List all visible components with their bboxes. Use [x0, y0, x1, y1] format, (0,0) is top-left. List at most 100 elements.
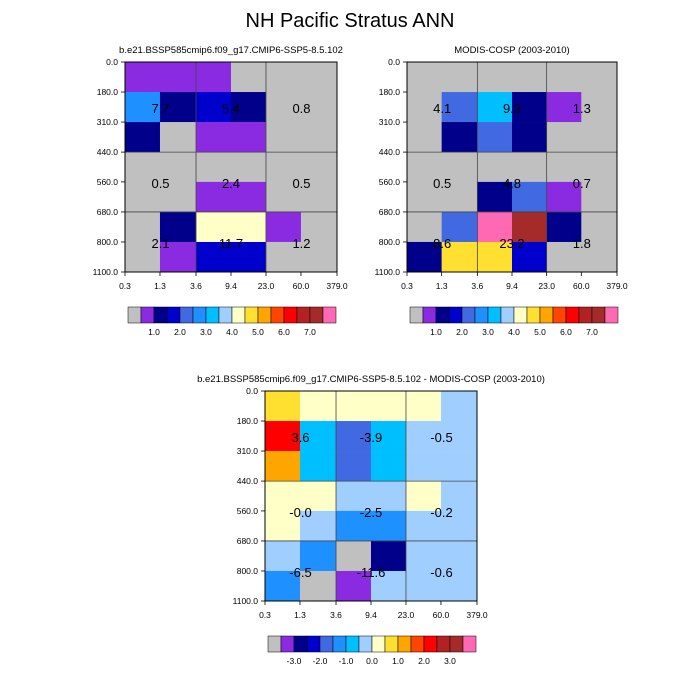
colorbar-label: 6.0 [560, 327, 572, 337]
heatmap-cell [159, 211, 197, 243]
colorbar-swatch [591, 306, 606, 324]
heatmap-cell [299, 540, 337, 572]
colorbar-swatch [422, 306, 437, 324]
colorbar-label: 2.0 [174, 327, 186, 337]
heatmap-cell [512, 241, 547, 273]
heatmap-cell [265, 540, 301, 572]
heatmap-cell [265, 211, 302, 243]
heatmap-cell [196, 241, 232, 273]
cell-value-label: 1.2 [292, 236, 310, 251]
heatmap-cell [125, 241, 161, 273]
heatmap-cell [477, 241, 513, 273]
heatmap-cell [265, 62, 302, 93]
cell-value-label: 2.1 [151, 236, 169, 251]
colorbar-label: 0.0 [366, 656, 378, 666]
heatmap-cell [196, 122, 232, 153]
heatmap-cell [125, 62, 161, 93]
colorbar-swatch [267, 635, 282, 653]
cell-value-label: 1.3 [573, 101, 591, 116]
x-tick-label: 23.0 [538, 281, 555, 291]
heatmap-cell [265, 152, 302, 183]
heatmap-cell [405, 510, 442, 542]
cell-value-label: 0.5 [292, 176, 310, 191]
colorbar-swatch [526, 306, 541, 324]
y-tick-label: 800.0 [237, 566, 259, 576]
heatmap-cell [477, 211, 513, 243]
heatmap-cell [231, 211, 267, 243]
heatmap-cell [231, 152, 267, 183]
x-tick-label: 3.6 [330, 610, 342, 620]
colorbar-swatch [257, 306, 272, 324]
heatmap-cell [299, 510, 337, 542]
heatmap-cell [405, 421, 442, 452]
heatmap-cell [581, 181, 618, 213]
y-tick-label: 0.0 [106, 57, 118, 67]
heatmap-cell [265, 510, 301, 542]
x-tick-label: 60.0 [293, 281, 310, 291]
colorbar-swatch [309, 306, 324, 324]
colorbar-swatch [565, 306, 580, 324]
cell-value-label: -0.5 [430, 430, 452, 445]
heatmap-cell [405, 481, 442, 512]
x-tick-label: 379.0 [606, 281, 628, 291]
x-tick-label: 9.4 [225, 281, 237, 291]
cell-value-label: 11.7 [219, 236, 243, 251]
heatmap-cell [407, 152, 442, 183]
cell-value-label: 4.8 [503, 176, 521, 191]
heatmap-cell [336, 570, 372, 602]
y-tick-label: 560.0 [97, 177, 119, 187]
cell-value-label: 5.4 [222, 101, 240, 116]
colorbar-swatch [410, 635, 425, 653]
heatmap-cell [196, 152, 232, 183]
heatmap-cell [231, 62, 267, 93]
colorbar-swatch [192, 306, 207, 324]
heatmap-cell [371, 540, 407, 572]
colorbar-swatch [552, 306, 567, 324]
heatmap-cell [512, 152, 547, 183]
y-tick-label: 1100.0 [233, 596, 259, 606]
heatmap-cell [477, 92, 513, 123]
x-tick-label: 9.4 [365, 610, 377, 620]
heatmap-cell [125, 211, 161, 243]
heatmap-cell [405, 451, 442, 482]
heatmap-cell [546, 211, 582, 243]
y-tick-label: 0.0 [246, 386, 258, 396]
heatmap-cell [512, 181, 547, 213]
heatmap-cell [581, 92, 618, 123]
heatmap-cell [440, 481, 478, 512]
heatmap-cell [407, 181, 442, 213]
colorbar-swatch [345, 635, 360, 653]
y-tick-label: 800.0 [379, 237, 401, 247]
x-tick-label: 0.3 [401, 281, 413, 291]
heatmap-cell [512, 122, 547, 153]
heatmap-cell [512, 211, 547, 243]
heatmap-cell [159, 152, 197, 183]
x-tick-label: 23.0 [398, 610, 415, 620]
heatmap-cell [581, 62, 618, 93]
cell-value-label: 8.6 [433, 236, 451, 251]
colorbar-swatch [371, 635, 386, 653]
colorbar-swatch [231, 306, 246, 324]
heatmap-cell [125, 152, 161, 183]
heatmap-cell [300, 211, 338, 243]
colorbar-swatch [539, 306, 554, 324]
heatmap-cell [407, 62, 442, 93]
heatmap-cell [265, 451, 301, 482]
colorbar-swatch [293, 635, 308, 653]
heatmap-cell [159, 62, 197, 93]
x-tick-label: 3.6 [190, 281, 202, 291]
heatmap-cell [159, 92, 197, 123]
colorbar-label: 7.0 [586, 327, 598, 337]
panel-1: b.e21.BSSP585cmip6.f09_g17.CMIP6-SSP5-8.… [93, 45, 348, 291]
heatmap-cell [546, 62, 582, 93]
heatmap-cell [299, 451, 337, 482]
colorbar-label: 5.0 [534, 327, 546, 337]
y-tick-label: 1100.0 [375, 267, 401, 277]
cell-value-label: -0.0 [289, 505, 311, 520]
heatmap-cell [581, 241, 618, 273]
heatmap-cell [581, 152, 618, 183]
heatmap-cell [581, 122, 618, 153]
heatmap-cell [440, 451, 478, 482]
colorbar-label: -2.0 [313, 656, 328, 666]
colorbar-swatch [218, 306, 233, 324]
